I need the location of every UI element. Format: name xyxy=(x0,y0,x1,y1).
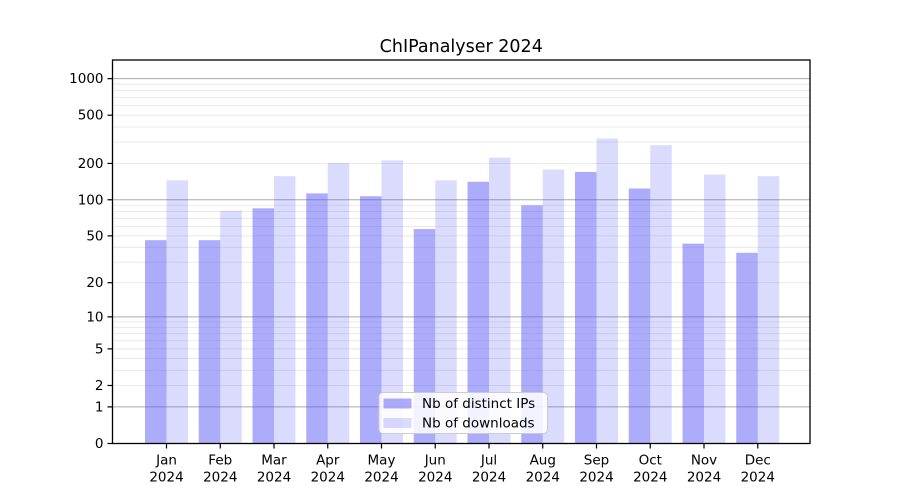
x-axis-month-label: May xyxy=(368,453,396,469)
x-axis-year-label: 2024 xyxy=(418,470,452,486)
bar-downloads-dec xyxy=(757,176,780,444)
x-axis-year-label: 2024 xyxy=(633,470,667,486)
y-axis-tick-label: 1000 xyxy=(69,71,103,87)
legend-label-distinct-ips: Nb of distinct IPs xyxy=(422,396,535,412)
x-axis-month-label: Aug xyxy=(530,453,556,469)
x-axis-month-label: Jan xyxy=(155,453,177,469)
bar-distinct-ips-jul xyxy=(467,181,489,444)
bar-distinct-ips-nov xyxy=(682,243,704,444)
x-axis-year-label: 2024 xyxy=(311,470,345,486)
x-axis-month-label: Feb xyxy=(208,453,232,469)
bar-distinct-ips-sep xyxy=(575,171,597,444)
x-axis-month-label: Oct xyxy=(639,453,662,469)
y-axis-tick-label: 100 xyxy=(78,192,104,208)
x-axis-year-label: 2024 xyxy=(149,470,183,486)
x-axis-month-label: Nov xyxy=(691,453,717,469)
bar-downloads-aug xyxy=(542,169,565,444)
bar-downloads-jul xyxy=(489,157,511,444)
chart-title: ChIPanalyser 2024 xyxy=(380,37,543,57)
bar-downloads-jun xyxy=(435,180,457,444)
bar-downloads-feb xyxy=(220,210,242,444)
bar-distinct-ips-may xyxy=(360,196,382,444)
y-axis-tick-label: 20 xyxy=(86,275,103,291)
x-axis-year-label: 2024 xyxy=(472,470,506,486)
x-axis-year-label: 2024 xyxy=(741,470,775,486)
bar-distinct-ips-aug xyxy=(521,205,543,444)
y-axis-tick-label: 50 xyxy=(86,228,103,244)
legend-swatch-distinct-ips xyxy=(383,398,412,409)
bar-downloads-may xyxy=(381,160,403,444)
bar-distinct-ips-mar xyxy=(252,208,274,444)
legend xyxy=(378,392,548,434)
x-axis-year-label: 2024 xyxy=(364,470,398,486)
plot-border xyxy=(111,59,811,445)
x-axis-year-label: 2024 xyxy=(257,470,291,486)
bar-downloads-jan xyxy=(166,180,188,444)
x-axis-month-label: Sep xyxy=(584,453,609,469)
legend-swatch-downloads xyxy=(383,418,412,428)
y-axis-tick-label: 1 xyxy=(95,399,104,415)
bar-distinct-ips-jun xyxy=(413,229,436,444)
y-axis-tick-label: 2 xyxy=(95,378,104,394)
y-axis-tick-label: 0 xyxy=(95,436,104,452)
y-axis-tick-label: 500 xyxy=(78,108,104,124)
y-axis-tick-label: 200 xyxy=(78,156,104,172)
x-axis-year-label: 2024 xyxy=(526,470,560,486)
bar-distinct-ips-oct xyxy=(628,188,651,444)
bar-distinct-ips-apr xyxy=(306,193,328,444)
x-axis-year-label: 2024 xyxy=(203,470,237,486)
x-axis-month-label: Jul xyxy=(480,453,497,469)
bar-downloads-apr xyxy=(327,162,350,444)
y-axis-tick-label: 10 xyxy=(86,309,103,325)
x-axis-year-label: 2024 xyxy=(579,470,613,486)
legend-label-downloads: Nb of downloads xyxy=(422,416,535,432)
x-axis-month-label: Mar xyxy=(261,453,287,469)
x-axis-year-label: 2024 xyxy=(687,470,721,486)
bar-distinct-ips-dec xyxy=(736,252,758,444)
bar-downloads-sep xyxy=(596,138,618,444)
bar-downloads-nov xyxy=(704,174,726,444)
bar-downloads-mar xyxy=(274,176,296,444)
bar-downloads-oct xyxy=(650,145,672,444)
x-axis-month-label: Apr xyxy=(316,453,340,469)
bar-distinct-ips-jan xyxy=(145,240,167,444)
bar-distinct-ips-feb xyxy=(198,240,221,444)
x-axis-month-label: Jun xyxy=(424,453,446,469)
x-axis-month-label: Dec xyxy=(745,453,771,469)
y-axis-tick-label: 5 xyxy=(95,341,104,357)
